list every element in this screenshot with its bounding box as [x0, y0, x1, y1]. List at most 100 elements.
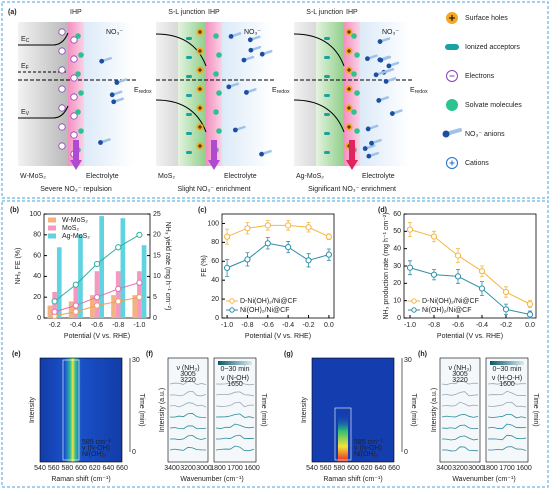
- flux-arrow: [346, 140, 358, 170]
- data-point: [72, 302, 79, 309]
- x-tick-label: -0.4: [476, 322, 488, 329]
- anion: [111, 99, 117, 105]
- map-frame: [39, 357, 123, 463]
- data-point: [223, 233, 231, 240]
- anion: [369, 140, 374, 146]
- legend-label: Ag-MoS₂: [62, 233, 90, 240]
- spectrum-trace: [169, 446, 207, 451]
- legend-label: Surface holes: [465, 15, 508, 22]
- spectrum-trace: [215, 380, 255, 386]
- spectrum-trace: [487, 434, 527, 441]
- data-point: [51, 308, 58, 315]
- spectrum-trace: [215, 391, 255, 397]
- peak-note: 3220: [180, 377, 196, 384]
- x-tick-label: 1700: [499, 465, 515, 472]
- electron: [70, 36, 78, 44]
- y2-tick-label: 10: [153, 273, 161, 280]
- y-tick-label: 20: [33, 294, 41, 301]
- spectrum-trace: [441, 380, 479, 386]
- data-point: [136, 231, 143, 238]
- hole-sign: [347, 106, 351, 110]
- hole-sign: [198, 106, 202, 110]
- panel-label: (d): [378, 207, 387, 214]
- ionized-acceptor: [186, 151, 192, 154]
- legend-marker: [411, 307, 417, 313]
- annotation: Ni(OH)₂: [82, 451, 107, 458]
- hole-sign: [198, 30, 202, 34]
- x-tick-label: -0.4: [70, 322, 82, 329]
- x-axis-label: Potential (V vs. RHE): [437, 333, 503, 340]
- x-axis-label: Raman shift (cm⁻¹): [323, 476, 382, 483]
- x-tick-label: 0.0: [324, 322, 334, 329]
- colorbar: [218, 361, 252, 365]
- redox-label-symbol: E: [410, 87, 415, 94]
- data-point: [93, 294, 101, 301]
- legend-label: W-MoS₂: [62, 217, 88, 224]
- data-point: [93, 260, 101, 268]
- bar: [141, 245, 147, 318]
- caption: Significant NO₃⁻ enrichment: [308, 186, 396, 193]
- x-tick-label: 640: [102, 465, 114, 472]
- peak-note: ν (H-O-H): [492, 375, 522, 382]
- y-tick-label: 40: [393, 246, 401, 253]
- x-axis-label: Potential (V vs. RHE): [245, 333, 311, 340]
- anion: [377, 39, 383, 44]
- solvate-molecule: [351, 109, 357, 115]
- data-point: [115, 298, 122, 305]
- panel-label: (a): [8, 9, 17, 16]
- y-axis-label: NH₃ production rate (mg h⁻¹ cm⁻²): [383, 212, 390, 319]
- band-label: EC: [21, 36, 30, 45]
- data-point: [115, 244, 122, 251]
- spectrum-trace: [487, 446, 527, 451]
- redox-label-subscript: redox: [139, 89, 152, 95]
- ionized-acceptor: [324, 37, 330, 40]
- legend-swatch: [48, 233, 56, 239]
- anion: [365, 126, 371, 132]
- ionized-acceptor: [324, 132, 330, 135]
- anion: [98, 140, 103, 145]
- spectrum-trace: [169, 425, 207, 430]
- material-label: Ag-MoS₂: [296, 173, 324, 180]
- time-tick-label: 30: [404, 357, 412, 364]
- data-point: [264, 222, 271, 229]
- solvate-molecule: [213, 33, 219, 39]
- hole-sign: [347, 125, 351, 129]
- time-tick-label: 0: [404, 449, 408, 456]
- anion: [259, 151, 264, 157]
- solvate-molecule: [216, 128, 222, 134]
- anion: [259, 51, 265, 57]
- x-tick-label: -0.2: [500, 322, 512, 329]
- electron: [58, 66, 66, 74]
- data-point: [478, 268, 486, 275]
- bar: [47, 305, 53, 318]
- ionized-acceptor: [186, 113, 192, 116]
- annotation: ν (N-OH): [354, 445, 382, 452]
- junction-label: S-L junction: [168, 9, 205, 16]
- bar: [111, 295, 116, 318]
- spectrum-trace: [487, 381, 527, 385]
- x-tick-label: 3200: [452, 465, 468, 472]
- anion-label: NO₃⁻: [244, 29, 261, 36]
- y-axis-label: Intensity: [301, 396, 308, 423]
- spectrum-frame: [167, 357, 209, 463]
- redox-label: Eredox: [410, 87, 428, 96]
- solvate-molecule: [213, 71, 219, 77]
- band-label-subscript: V: [26, 111, 30, 117]
- x-tick-label: -0.8: [428, 322, 440, 329]
- band-label-symbol: E: [21, 63, 26, 70]
- bar: [52, 292, 57, 318]
- anion: [226, 84, 232, 90]
- data-point: [526, 311, 534, 318]
- ionized-acceptor: [186, 75, 192, 78]
- spectrum-trace: [169, 435, 207, 441]
- electron: [58, 85, 66, 93]
- y2-tick-label: 5: [153, 294, 157, 301]
- data-point: [502, 306, 510, 313]
- ihp-label: IHP: [346, 9, 358, 16]
- y2-tick-label: 0: [153, 315, 157, 322]
- legend-label: Cations: [465, 160, 489, 167]
- hole-sign: [347, 87, 351, 91]
- solvate-molecule: [216, 90, 222, 96]
- annotation: 585 cm⁻¹: [354, 439, 384, 446]
- x-tick-label: 1600: [516, 465, 532, 472]
